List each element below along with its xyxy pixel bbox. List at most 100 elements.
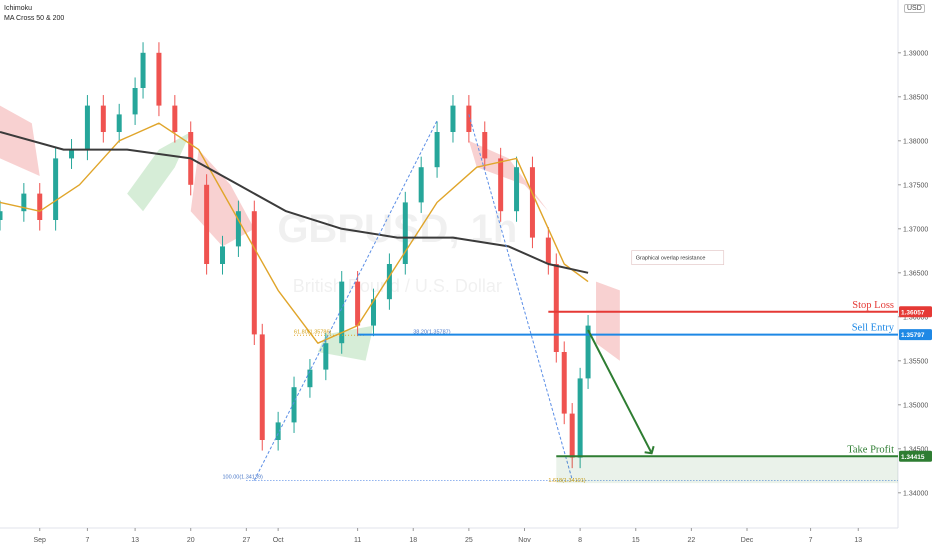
candle-body [235, 211, 241, 247]
y-tick-label: 1.34000 [903, 490, 928, 497]
y-tick-label: 1.34500 [903, 446, 928, 453]
candle-body [498, 158, 504, 212]
level-price-tag [899, 450, 932, 462]
ma50-line [0, 122, 589, 344]
candle-body [434, 132, 440, 168]
x-tick-label: 25 [465, 537, 473, 544]
candle-body [553, 264, 559, 352]
x-tick-label: Nov [518, 537, 531, 544]
fib-label: 61.80(1.35786) [294, 329, 331, 335]
currency-label: USD [904, 4, 925, 13]
y-tick-label: 1.35000 [903, 402, 928, 409]
level-name-label: Stop Loss [852, 300, 894, 311]
y-tick-label: 1.35500 [903, 358, 928, 365]
level-price-label: 1.35797 [901, 332, 925, 339]
watermark-name: British Pound / U.S. Dollar [293, 276, 502, 296]
legend-ichimoku: Ichimoku [4, 5, 33, 12]
ichimoku-cloud [468, 140, 549, 212]
candle-body [529, 167, 535, 238]
candle-body [371, 299, 377, 326]
fib-swing-line [253, 120, 438, 481]
fib-label: 100.00(1.34139) [223, 474, 264, 480]
projection-arrow-head [644, 445, 655, 455]
indicator-legend: Ichimoku MA Cross 50 & 200 [4, 4, 64, 24]
candle-body [585, 325, 591, 379]
candle-body [37, 193, 43, 220]
ma200-line [0, 131, 589, 274]
candle-body [569, 413, 575, 458]
candle-body [69, 149, 75, 159]
y-tick-label: 1.39000 [903, 50, 928, 57]
y-tick-label: 1.36500 [903, 270, 928, 277]
fib-label: 1.618(1.34101) [548, 478, 585, 484]
candle-body [156, 52, 162, 106]
y-tick-label: 1.37500 [903, 182, 928, 189]
candle-body [307, 369, 313, 388]
y-tick-label: 1.36000 [903, 314, 928, 321]
projection-arrow [587, 329, 653, 454]
annotation-text: Graphical overlap resistance [636, 256, 706, 262]
ichimoku-cloud [127, 132, 191, 212]
candle-body [84, 105, 90, 150]
x-tick-label: 27 [242, 537, 250, 544]
fib-swing-line [468, 114, 573, 480]
candle-body [251, 211, 257, 335]
candle-body [514, 167, 520, 212]
candle-body [21, 193, 27, 212]
ichimoku-cloud [0, 105, 40, 176]
x-tick-label: 7 [809, 537, 813, 544]
candle-body [116, 114, 122, 132]
take-profit-zone [556, 456, 898, 484]
level-price-tag [899, 329, 932, 341]
ichimoku-cloud [596, 281, 620, 361]
x-tick-label: Dec [741, 537, 754, 544]
x-tick-label: Oct [273, 537, 284, 544]
candle-body [275, 422, 281, 440]
candle-body [450, 105, 456, 132]
level-price-label: 1.36057 [901, 309, 925, 316]
candle-body [132, 88, 138, 115]
x-tick-label: 20 [187, 537, 195, 544]
candle-body [220, 246, 226, 264]
watermark-symbol: GBPUSD, 1h [277, 207, 517, 251]
candle-body [355, 281, 361, 326]
x-tick-label: 15 [632, 537, 640, 544]
candle-body [323, 343, 329, 370]
x-tick-label: 7 [85, 537, 89, 544]
candle-body [291, 387, 297, 423]
fib-label: 38.20(1.35787) [413, 329, 450, 335]
candle-body [0, 211, 3, 220]
candle-body [100, 105, 106, 132]
annotation-box [631, 250, 725, 265]
x-tick-label: 18 [409, 537, 417, 544]
candle-body [204, 184, 210, 264]
candle-body [339, 281, 345, 344]
candle-body [466, 105, 472, 132]
candle-body [577, 378, 583, 458]
x-tick-label: 13 [854, 537, 862, 544]
candle-body [402, 202, 408, 264]
y-tick-label: 1.38000 [903, 138, 928, 145]
candle-body [259, 334, 265, 440]
level-name-label: Sell Entry [852, 323, 895, 334]
candle-body [140, 52, 146, 88]
candle-body [386, 264, 392, 300]
y-tick-label: 1.38500 [903, 94, 928, 101]
legend-ma-cross: MA Cross 50 & 200 [4, 15, 65, 22]
candle-body [418, 167, 424, 203]
candle-body [53, 158, 59, 220]
x-tick-label: 11 [354, 537, 361, 544]
y-tick-label: 1.37000 [903, 226, 928, 233]
candle-body [561, 352, 567, 414]
level-price-tag [899, 306, 932, 318]
x-tick-label: 13 [131, 537, 139, 544]
level-name-label: Take Profit [847, 444, 894, 455]
x-tick-label: 22 [687, 537, 695, 544]
x-tick-label: Sep [34, 537, 47, 544]
x-tick-label: 8 [578, 537, 582, 544]
candle-body [545, 237, 551, 264]
candle-body [172, 105, 178, 132]
